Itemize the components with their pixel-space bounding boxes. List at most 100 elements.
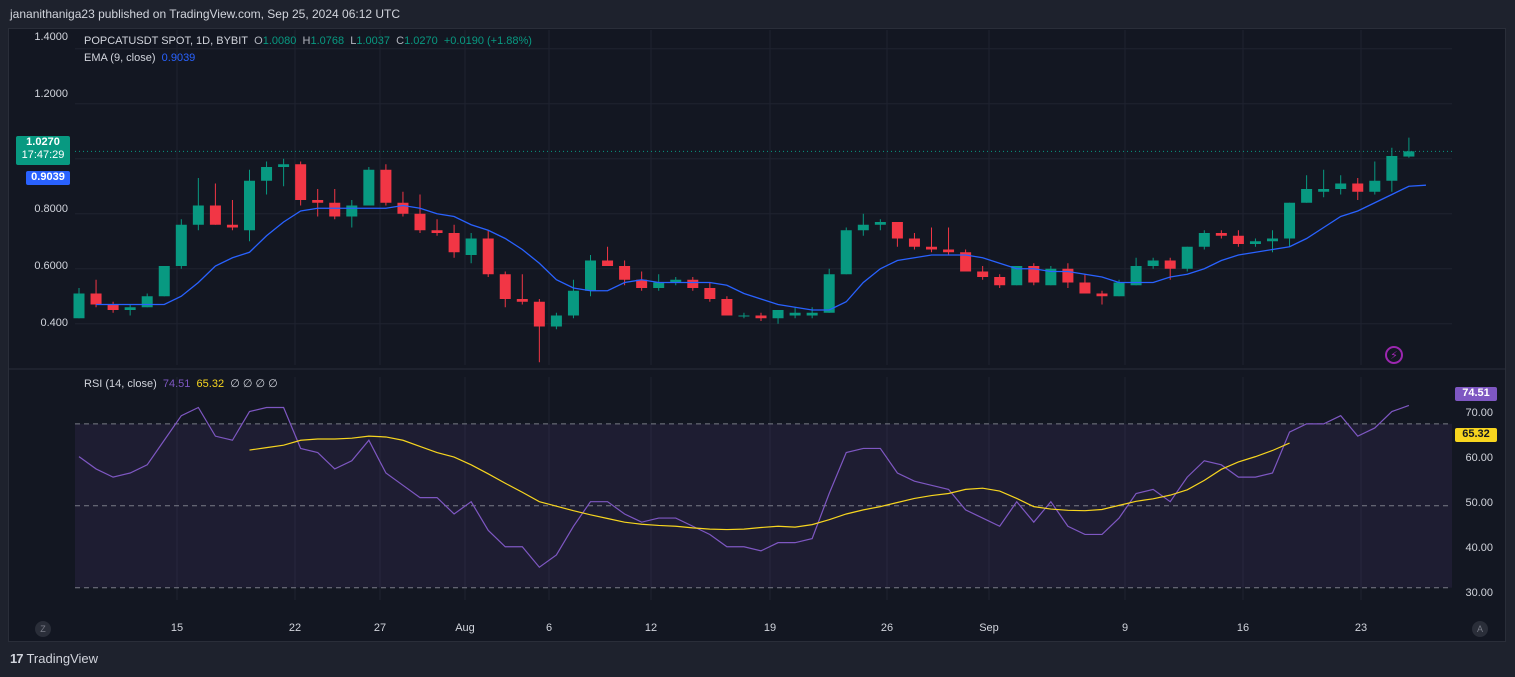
candle-up bbox=[261, 167, 273, 181]
rsi-tick: 30.00 bbox=[1465, 587, 1493, 599]
candle-up bbox=[158, 266, 170, 297]
candle-down bbox=[687, 279, 699, 288]
candle-down bbox=[721, 299, 733, 316]
candle-up bbox=[653, 282, 665, 288]
ohlc-legend: POPCATUSDT SPOT, 1D, BYBIT O1.0080 H1.07… bbox=[84, 35, 532, 47]
candle-down bbox=[209, 205, 221, 225]
rsi-label: RSI (14, close) bbox=[84, 378, 157, 390]
candle-up bbox=[1249, 241, 1261, 244]
candle-up bbox=[278, 164, 290, 167]
candle-down bbox=[312, 200, 324, 203]
candle-down bbox=[891, 222, 903, 239]
candle-up bbox=[789, 312, 801, 316]
rsi-value-tag: 74.51 bbox=[1455, 387, 1497, 401]
candle-up bbox=[1267, 238, 1278, 242]
rsi-tick: 60.00 bbox=[1465, 452, 1493, 464]
candle-down bbox=[482, 238, 494, 275]
candle-up bbox=[244, 180, 255, 231]
candle-down bbox=[960, 252, 972, 272]
last-price-tag: 1.0270 17:47:29 bbox=[16, 136, 70, 165]
candle-down bbox=[977, 271, 989, 277]
time-tick: 26 bbox=[880, 622, 894, 634]
candle-down bbox=[602, 260, 614, 266]
publisher-line: jananithaniga23 published on TradingView… bbox=[10, 7, 401, 21]
price-tick: 0.8000 bbox=[34, 203, 68, 215]
candle-down bbox=[1028, 266, 1040, 283]
candle-down bbox=[414, 213, 426, 231]
rsi-ma-line bbox=[249, 435, 1290, 531]
candle-down bbox=[380, 169, 392, 203]
candle-down bbox=[533, 301, 545, 327]
candle-down bbox=[755, 315, 767, 319]
time-tick: 19 bbox=[763, 622, 777, 634]
rsi-legend[interactable]: RSI (14, close) 74.51 65.32 ∅ ∅ ∅ ∅ bbox=[84, 377, 278, 390]
candle-up bbox=[567, 290, 579, 316]
low-key: L bbox=[350, 35, 357, 47]
candle-up bbox=[1369, 180, 1381, 192]
candle-up bbox=[1045, 268, 1057, 286]
candle-up bbox=[465, 238, 477, 255]
candle-down bbox=[1352, 183, 1364, 192]
candle-up bbox=[1403, 151, 1415, 157]
candle-up bbox=[363, 169, 375, 206]
auto-scale-button[interactable]: A bbox=[1472, 621, 1488, 637]
candle-up bbox=[1130, 266, 1142, 286]
candle-up bbox=[73, 293, 85, 319]
ema-price-tag: 0.9039 bbox=[26, 171, 70, 185]
last-price-value: 1.0270 bbox=[26, 136, 60, 148]
candle-up bbox=[840, 230, 852, 275]
candle-up bbox=[1181, 246, 1193, 269]
time-tick: 6 bbox=[545, 622, 553, 634]
high-key: H bbox=[302, 35, 311, 47]
candle-down bbox=[636, 279, 648, 288]
price-tick: 0.6000 bbox=[34, 260, 68, 272]
candle-up bbox=[346, 205, 358, 217]
candle-down bbox=[619, 266, 631, 280]
candle-down bbox=[295, 164, 307, 200]
candle-up bbox=[823, 274, 835, 313]
footer-brand: 17 TradingView bbox=[10, 651, 98, 666]
candle-up bbox=[192, 205, 204, 225]
candle-down bbox=[908, 238, 920, 247]
candle-down bbox=[1079, 282, 1091, 294]
symbol-label[interactable]: POPCATUSDT SPOT, 1D, BYBIT bbox=[84, 35, 249, 47]
candle-down bbox=[1215, 233, 1227, 236]
price-tick: 1.2000 bbox=[34, 88, 68, 100]
candle-down bbox=[516, 299, 528, 302]
candle-down bbox=[943, 249, 955, 253]
ema-legend[interactable]: EMA (9, close) 0.9039 bbox=[84, 52, 195, 64]
candle-down bbox=[90, 293, 102, 305]
rsi-tick: 40.00 bbox=[1465, 542, 1493, 554]
rsi-tick: 70.00 bbox=[1465, 407, 1493, 419]
open-key: O bbox=[254, 35, 263, 47]
tradingview-brand: TradingView bbox=[26, 651, 99, 666]
price-tick: 1.4000 bbox=[34, 31, 68, 43]
candle-up bbox=[585, 260, 596, 291]
candle-down bbox=[704, 288, 716, 299]
time-tick: 16 bbox=[1236, 622, 1250, 634]
time-tick: Aug bbox=[455, 622, 475, 634]
candle-down bbox=[431, 230, 443, 233]
candle-up bbox=[1284, 202, 1296, 239]
candle-down bbox=[1164, 260, 1176, 269]
candle-up bbox=[1335, 183, 1347, 189]
ema-line bbox=[96, 184, 1426, 311]
time-tick: 27 bbox=[373, 622, 387, 634]
candle-up bbox=[670, 279, 682, 283]
time-tick: 9 bbox=[1121, 622, 1129, 634]
candle-up bbox=[1386, 156, 1398, 181]
candle-down bbox=[1232, 235, 1244, 244]
candle-down bbox=[448, 233, 460, 253]
candle-up bbox=[806, 312, 818, 316]
time-tick: 22 bbox=[288, 622, 302, 634]
rsi-ma-value: 65.32 bbox=[196, 378, 225, 390]
time-tick: 15 bbox=[170, 622, 184, 634]
chart-frame[interactable] bbox=[8, 28, 1506, 642]
lightning-icon[interactable]: ⚡ bbox=[1385, 346, 1403, 364]
candle-up bbox=[857, 224, 869, 231]
zoom-reset-button[interactable]: Z bbox=[35, 621, 51, 637]
candle-down bbox=[397, 202, 409, 214]
rsi-ma-tag: 65.32 bbox=[1455, 428, 1497, 442]
rsi-tick: 50.00 bbox=[1465, 497, 1493, 509]
